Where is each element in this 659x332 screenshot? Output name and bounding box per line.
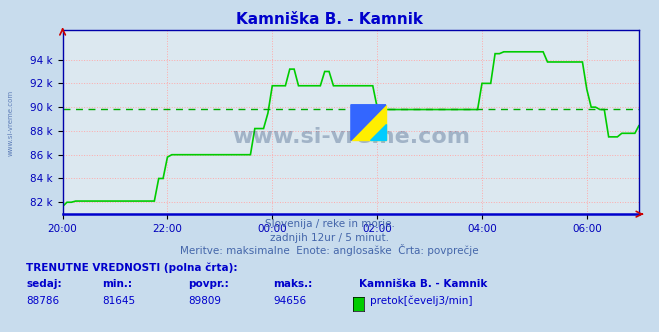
Polygon shape — [351, 105, 386, 140]
Text: www.si-vreme.com: www.si-vreme.com — [8, 90, 14, 156]
Text: www.si-vreme.com: www.si-vreme.com — [232, 127, 470, 147]
Text: min.:: min.: — [102, 279, 132, 289]
Text: zadnjih 12ur / 5 minut.: zadnjih 12ur / 5 minut. — [270, 233, 389, 243]
Text: Meritve: maksimalne  Enote: anglosaške  Črta: povprečje: Meritve: maksimalne Enote: anglosaške Čr… — [180, 244, 479, 256]
Text: pretok[čevelj3/min]: pretok[čevelj3/min] — [370, 295, 473, 306]
Text: povpr.:: povpr.: — [188, 279, 229, 289]
Polygon shape — [351, 105, 386, 140]
Text: Kamniška B. - Kamnik: Kamniška B. - Kamnik — [236, 12, 423, 27]
Text: 94656: 94656 — [273, 296, 306, 306]
Text: sedaj:: sedaj: — [26, 279, 62, 289]
Text: 81645: 81645 — [102, 296, 135, 306]
Text: maks.:: maks.: — [273, 279, 313, 289]
Text: TRENUTNE VREDNOSTI (polna črta):: TRENUTNE VREDNOSTI (polna črta): — [26, 262, 238, 273]
Text: Slovenija / reke in morje.: Slovenija / reke in morje. — [264, 219, 395, 229]
Text: Kamniška B. - Kamnik: Kamniška B. - Kamnik — [359, 279, 488, 289]
Text: 88786: 88786 — [26, 296, 59, 306]
Polygon shape — [370, 124, 386, 140]
Text: 89809: 89809 — [188, 296, 221, 306]
